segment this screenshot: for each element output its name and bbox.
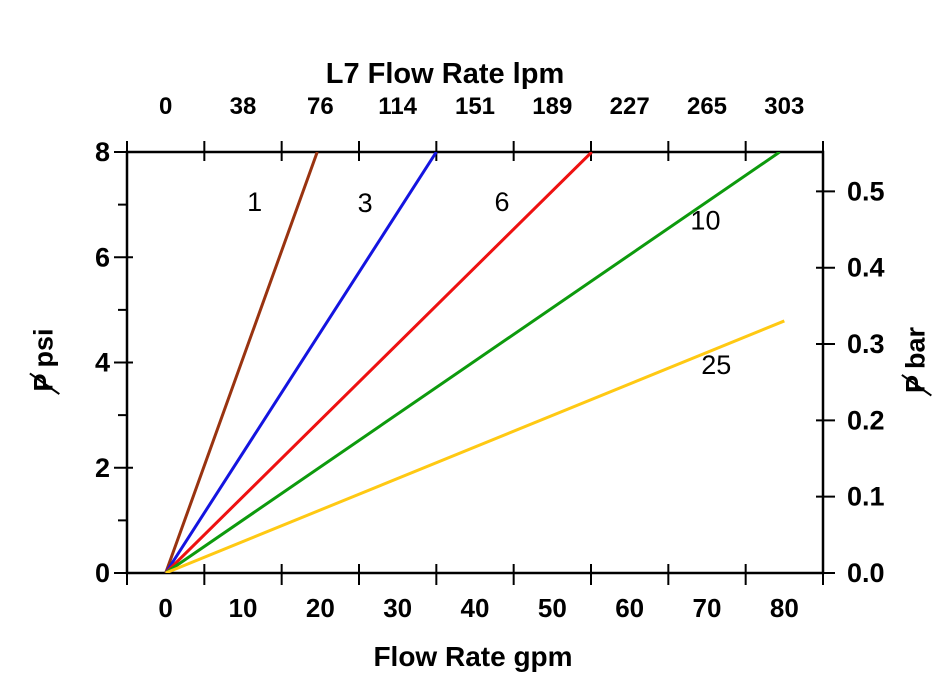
slashed-p-symbol: P	[900, 374, 931, 393]
bottom-tick-label: 10	[229, 593, 258, 623]
left-tick-label: 8	[95, 137, 110, 167]
left-axis-unit: psi	[28, 328, 59, 368]
bottom-tick-label: 50	[538, 593, 567, 623]
right-axis-title: Pbar	[901, 327, 932, 393]
bottom-tick-label: 30	[383, 593, 412, 623]
top-tick-label: 76	[307, 93, 334, 120]
series-lines	[164, 152, 785, 573]
bottom-tick-label: 20	[306, 593, 335, 623]
bottom-tick-label: 60	[615, 593, 644, 623]
left-axis-title: Ppsi	[29, 329, 60, 392]
slashed-p-symbol: P	[28, 373, 59, 392]
right-tick-label: 0.2	[847, 405, 885, 435]
top-tick-label: 114	[378, 93, 417, 120]
bottom-tick-label: 0	[158, 593, 172, 623]
series-line-1	[164, 152, 319, 573]
top-axis-title: L7 Flow Rate lpm	[325, 58, 565, 90]
bottom-tick-label: 70	[693, 593, 722, 623]
top-tick-label: 189	[532, 93, 572, 120]
top-tick-label: 151	[455, 93, 495, 120]
top-tick-label: 38	[230, 93, 257, 120]
bottom-tick-label: 80	[770, 593, 799, 623]
right-tick-label: 0.0	[847, 558, 885, 588]
top-tick-label: 0	[159, 93, 172, 120]
right-tick-label: 0.1	[847, 482, 885, 512]
left-tick-label: 2	[95, 453, 110, 483]
series-label-1: 1	[247, 187, 262, 217]
left-tick-label: 0	[95, 558, 110, 588]
series-label-10: 10	[690, 205, 720, 235]
plot-border	[125, 150, 825, 575]
top-tick-label: 227	[610, 93, 650, 120]
series-line-3	[164, 152, 438, 573]
right-tick-label: 0.4	[847, 253, 885, 283]
left-tick-label: 6	[95, 242, 110, 272]
bottom-axis-title: Flow Rate gpm	[373, 641, 573, 672]
bottom-tick-label: 40	[461, 593, 490, 623]
right-axis-unit: bar	[900, 327, 931, 370]
series-line-25	[165, 319, 785, 573]
top-tick-label: 265	[687, 93, 727, 120]
series-label-25: 25	[701, 350, 731, 380]
series-line-6	[164, 152, 593, 573]
right-tick-label: 0.5	[847, 176, 885, 206]
series-label-3: 3	[358, 188, 373, 218]
left-tick-label: 4	[95, 348, 110, 378]
series-label-6: 6	[495, 187, 510, 217]
right-tick-label: 0.3	[847, 329, 885, 359]
series-line-10	[164, 152, 781, 573]
top-tick-label: 303	[764, 93, 804, 120]
